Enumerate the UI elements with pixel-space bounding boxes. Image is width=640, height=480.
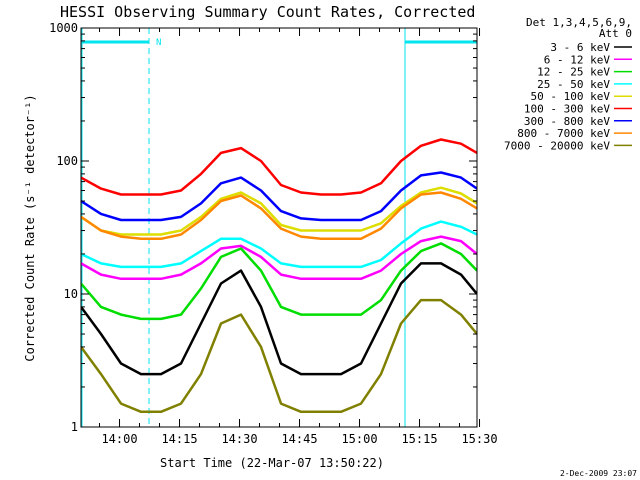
y-tick-label-1: 10 — [64, 287, 78, 301]
x-tick-label-0: 14:00 — [101, 432, 137, 446]
series-group: N — [81, 28, 477, 427]
legend-label-7: 800 - 7000 keV — [517, 127, 610, 140]
footer-timestamp: 2-Dec-2009 23:07 — [560, 469, 637, 478]
x-tick-label-5: 15:15 — [401, 432, 437, 446]
x-tick-label-2: 14:30 — [221, 432, 257, 446]
x-tick-label-4: 15:00 — [341, 432, 377, 446]
legend-header-line2: Att 0 — [599, 27, 632, 40]
legend-label-8: 7000 - 20000 keV — [504, 139, 610, 152]
y-tick-label-0: 1 — [71, 420, 78, 434]
series-line-5 — [81, 138, 477, 196]
y-tick-label-3: 1000 — [49, 21, 78, 35]
y-tick-label-2: 100 — [56, 154, 78, 168]
axes: 1 10 100 1000 14:00 14:15 14:30 14:45 15:00 15:15… — [49, 21, 497, 446]
legend-label-4: 50 - 100 keV — [531, 90, 611, 103]
series-line-1 — [81, 235, 477, 281]
legend-label-3: 25 - 50 keV — [537, 78, 610, 91]
x-axis-label: Start Time (22-Mar-07 13:50:22) — [160, 456, 384, 470]
x-tick-label-3: 14:45 — [281, 432, 317, 446]
plot-area: N — [81, 28, 477, 427]
series-line-8 — [81, 298, 477, 414]
plot-frame — [80, 27, 478, 428]
x-tick-label-1: 14:15 — [161, 432, 197, 446]
series-line-2 — [81, 242, 477, 321]
legend-label-1: 6 - 12 keV — [544, 53, 611, 66]
annotation-label-n: N — [156, 38, 161, 48]
x-tick-label-6: 15:30 — [461, 432, 497, 446]
legend-header-line1: Det 1,3,4,5,6,9, — [526, 16, 632, 29]
y-axis-label: Corrected Count Rate (s⁻¹ detector⁻¹) — [23, 94, 37, 361]
series-line-4 — [81, 186, 477, 236]
series-line-3 — [81, 220, 477, 269]
series-line-7 — [81, 191, 477, 241]
series-line-0 — [81, 262, 477, 376]
legend-label-6: 300 - 800 keV — [524, 115, 610, 128]
legend-label-2: 12 - 25 keV — [537, 66, 610, 79]
legend-label-0: 3 - 6 keV — [550, 41, 610, 54]
series-line-6 — [81, 171, 477, 222]
chart-title: HESSI Observing Summary Count Rates, Cor… — [60, 3, 475, 21]
legend-label-5: 100 - 300 keV — [524, 103, 610, 116]
